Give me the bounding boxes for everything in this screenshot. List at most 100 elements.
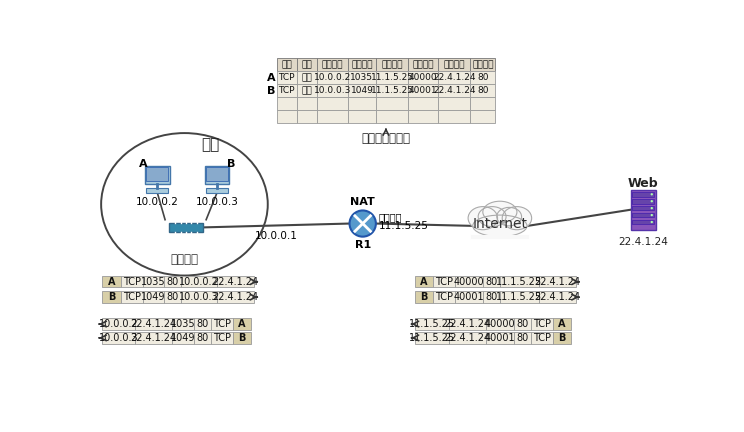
FancyBboxPatch shape — [470, 84, 496, 97]
FancyBboxPatch shape — [317, 97, 348, 110]
FancyBboxPatch shape — [145, 166, 170, 184]
FancyBboxPatch shape — [486, 332, 514, 344]
Circle shape — [650, 207, 653, 210]
FancyBboxPatch shape — [206, 188, 228, 193]
Text: 10.0.0.2: 10.0.0.2 — [99, 319, 138, 329]
FancyBboxPatch shape — [631, 190, 655, 230]
FancyBboxPatch shape — [164, 276, 182, 287]
FancyBboxPatch shape — [438, 58, 470, 71]
FancyBboxPatch shape — [277, 97, 297, 110]
FancyBboxPatch shape — [632, 213, 654, 217]
Text: 公网地址: 公网地址 — [382, 60, 403, 69]
Text: TCP: TCP — [123, 276, 141, 287]
Text: A: A — [108, 276, 115, 287]
Text: A: A — [139, 159, 148, 169]
FancyBboxPatch shape — [193, 318, 211, 330]
Text: 专用地址: 专用地址 — [321, 60, 343, 69]
Text: TCP: TCP — [213, 333, 231, 343]
Text: B: B — [108, 292, 115, 302]
Circle shape — [650, 193, 653, 195]
Text: 1035: 1035 — [350, 73, 373, 82]
Text: NAT: NAT — [350, 197, 375, 207]
FancyBboxPatch shape — [135, 318, 172, 330]
Text: 11.1.5.25: 11.1.5.25 — [371, 73, 414, 82]
FancyBboxPatch shape — [147, 167, 168, 181]
FancyBboxPatch shape — [632, 206, 654, 210]
FancyBboxPatch shape — [438, 97, 470, 110]
Text: 10.0.0.2: 10.0.0.2 — [314, 73, 351, 82]
Text: Web: Web — [628, 177, 658, 190]
FancyBboxPatch shape — [297, 71, 317, 84]
Text: TCP: TCP — [278, 86, 295, 95]
FancyBboxPatch shape — [486, 318, 514, 330]
FancyBboxPatch shape — [376, 97, 408, 110]
Text: B: B — [238, 333, 246, 343]
FancyBboxPatch shape — [217, 276, 254, 287]
FancyBboxPatch shape — [414, 318, 449, 330]
FancyBboxPatch shape — [233, 332, 251, 344]
FancyBboxPatch shape — [317, 58, 348, 71]
Text: 22.4.1.24: 22.4.1.24 — [444, 319, 490, 329]
Ellipse shape — [478, 206, 506, 227]
Text: 80: 80 — [167, 276, 179, 287]
Text: 22.4.1.24: 22.4.1.24 — [433, 86, 475, 95]
FancyBboxPatch shape — [277, 71, 297, 84]
Text: 10.0.0.3: 10.0.0.3 — [179, 292, 219, 302]
Text: B: B — [420, 292, 428, 302]
Text: A: A — [238, 319, 246, 329]
Text: 远程地址: 远程地址 — [443, 60, 465, 69]
FancyBboxPatch shape — [539, 276, 576, 287]
FancyBboxPatch shape — [376, 84, 408, 97]
FancyBboxPatch shape — [376, 71, 408, 84]
FancyBboxPatch shape — [470, 71, 496, 84]
Text: 40000: 40000 — [484, 319, 515, 329]
FancyBboxPatch shape — [408, 97, 438, 110]
Circle shape — [650, 221, 653, 223]
FancyBboxPatch shape — [182, 276, 217, 287]
FancyBboxPatch shape — [211, 318, 233, 330]
Ellipse shape — [472, 215, 527, 237]
Text: 40001: 40001 — [484, 333, 515, 343]
FancyBboxPatch shape — [408, 110, 438, 124]
FancyBboxPatch shape — [470, 97, 496, 110]
Text: 1035: 1035 — [170, 319, 195, 329]
FancyBboxPatch shape — [449, 318, 486, 330]
FancyBboxPatch shape — [531, 332, 553, 344]
Text: 11.1.5.25: 11.1.5.25 — [371, 86, 414, 95]
Ellipse shape — [483, 201, 517, 223]
FancyBboxPatch shape — [121, 276, 143, 287]
Text: 内网: 内网 — [202, 137, 220, 152]
Circle shape — [350, 210, 376, 237]
Text: 40001: 40001 — [409, 86, 437, 95]
Text: 22.4.1.24: 22.4.1.24 — [130, 333, 176, 343]
FancyBboxPatch shape — [172, 318, 193, 330]
FancyBboxPatch shape — [438, 84, 470, 97]
FancyBboxPatch shape — [317, 110, 348, 124]
FancyBboxPatch shape — [103, 291, 121, 303]
FancyBboxPatch shape — [348, 97, 376, 110]
Text: B: B — [558, 333, 565, 343]
Text: 80: 80 — [477, 73, 489, 82]
FancyBboxPatch shape — [348, 110, 376, 124]
Text: A: A — [558, 319, 565, 329]
FancyBboxPatch shape — [376, 110, 408, 124]
FancyBboxPatch shape — [143, 276, 164, 287]
FancyBboxPatch shape — [172, 332, 193, 344]
FancyBboxPatch shape — [277, 58, 297, 71]
Text: 80: 80 — [477, 86, 489, 95]
FancyBboxPatch shape — [531, 318, 553, 330]
FancyBboxPatch shape — [470, 110, 496, 124]
Text: 80: 80 — [485, 292, 498, 302]
Text: 22.4.1.24: 22.4.1.24 — [433, 73, 475, 82]
FancyBboxPatch shape — [500, 291, 539, 303]
FancyBboxPatch shape — [217, 291, 254, 303]
FancyBboxPatch shape — [193, 332, 211, 344]
FancyBboxPatch shape — [553, 332, 571, 344]
FancyBboxPatch shape — [147, 188, 168, 193]
Text: TCP: TCP — [278, 73, 295, 82]
FancyBboxPatch shape — [297, 97, 317, 110]
Text: Internet: Internet — [472, 217, 527, 231]
FancyBboxPatch shape — [455, 291, 483, 303]
Text: 11.1.5.25: 11.1.5.25 — [496, 276, 542, 287]
FancyBboxPatch shape — [514, 318, 531, 330]
